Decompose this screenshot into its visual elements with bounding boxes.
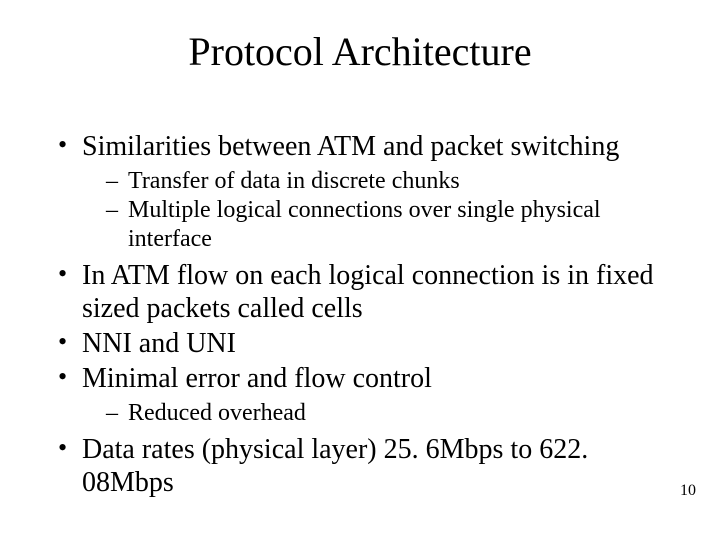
list-item: Transfer of data in discrete chunks (106, 167, 672, 195)
list-item: In ATM flow on each logical connection i… (54, 259, 672, 325)
bullet-text: NNI and UNI (82, 328, 236, 359)
list-item: Data rates (physical layer) 25. 6Mbps to… (54, 433, 672, 499)
list-item: Minimal error and flow control Reduced o… (54, 362, 672, 427)
list-item: NNI and UNI (54, 327, 672, 360)
bullet-text: Data rates (physical layer) 25. 6Mbps to… (82, 434, 588, 498)
sub-bullet-list: Reduced overhead (82, 399, 672, 427)
page-number: 10 (680, 482, 696, 500)
sub-bullet-list: Transfer of data in discrete chunks Mult… (82, 167, 672, 253)
bullet-text: Reduced overhead (128, 400, 306, 426)
slide-title: Protocol Architecture (0, 28, 720, 75)
list-item: Multiple logical connections over single… (106, 196, 672, 253)
list-item: Similarities between ATM and packet swit… (54, 130, 672, 253)
bullet-text: Minimal error and flow control (82, 363, 432, 394)
bullet-text: In ATM flow on each logical connection i… (82, 260, 654, 324)
bullet-text: Transfer of data in discrete chunks (128, 168, 460, 194)
list-item: Reduced overhead (106, 399, 672, 427)
bullet-text: Similarities between ATM and packet swit… (82, 131, 619, 162)
bullet-list: Similarities between ATM and packet swit… (54, 130, 672, 499)
slide: Protocol Architecture Similarities betwe… (0, 0, 720, 540)
bullet-text: Multiple logical connections over single… (128, 197, 601, 251)
slide-body: Similarities between ATM and packet swit… (54, 130, 672, 501)
